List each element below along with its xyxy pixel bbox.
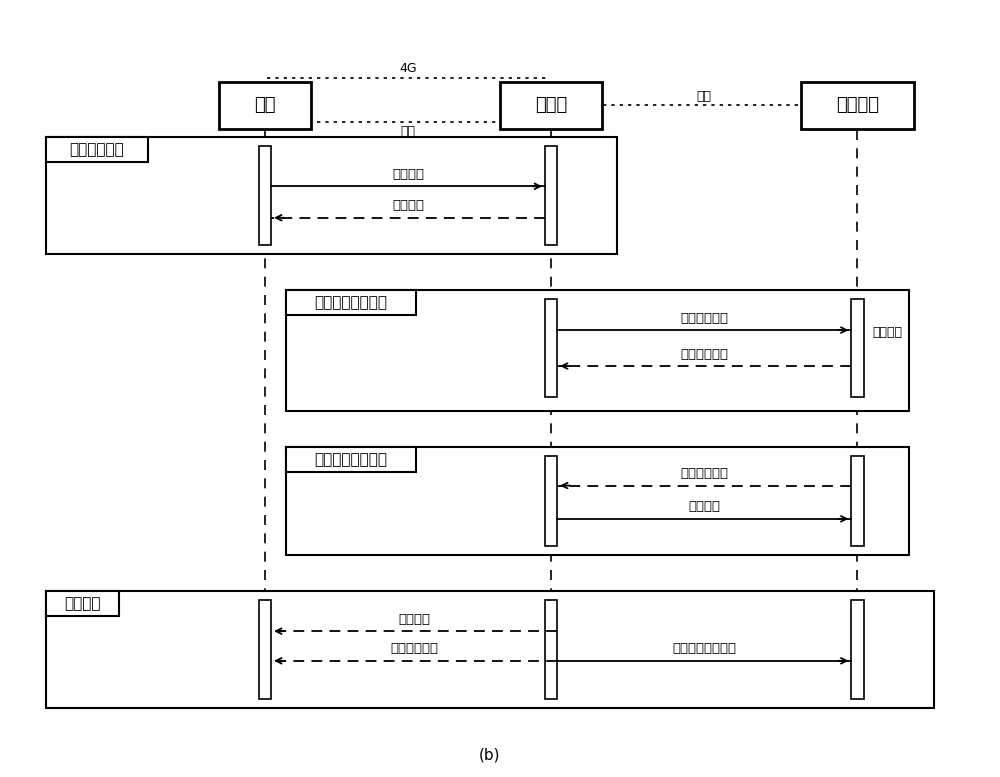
Text: 调度中心策略计算: 调度中心策略计算 bbox=[314, 294, 387, 310]
Text: 下发充电计划: 下发充电计划 bbox=[680, 467, 728, 480]
Bar bbox=[46, 137, 148, 162]
Text: 用户: 用户 bbox=[254, 96, 276, 114]
Bar bbox=[545, 456, 557, 545]
Bar bbox=[545, 298, 557, 398]
Text: 计划执行: 计划执行 bbox=[398, 613, 430, 625]
Text: 充电计划执行完成: 充电计划执行完成 bbox=[672, 643, 736, 656]
Text: 策略计算: 策略计算 bbox=[873, 326, 903, 339]
Text: 确认响应: 确认响应 bbox=[392, 200, 424, 212]
Bar bbox=[46, 591, 934, 708]
Text: 收到确认: 收到确认 bbox=[688, 500, 720, 514]
Bar bbox=[46, 591, 119, 616]
Bar bbox=[286, 290, 416, 315]
Text: 充电需求: 充电需求 bbox=[392, 168, 424, 181]
Text: 网络: 网络 bbox=[697, 89, 712, 103]
Text: 蓝牙: 蓝牙 bbox=[401, 125, 416, 138]
Bar bbox=[259, 146, 271, 245]
Text: 输入充电申请: 输入充电申请 bbox=[680, 312, 728, 325]
Bar bbox=[545, 600, 557, 699]
Text: (b): (b) bbox=[479, 748, 501, 763]
Bar bbox=[545, 146, 557, 245]
Bar bbox=[286, 290, 909, 411]
Bar bbox=[286, 447, 416, 472]
Text: 车辆有序充电: 车辆有序充电 bbox=[390, 643, 438, 656]
Bar bbox=[851, 456, 864, 545]
Text: 发起充电申请: 发起充电申请 bbox=[69, 142, 124, 157]
Text: 有序充电: 有序充电 bbox=[64, 596, 101, 611]
Bar bbox=[851, 298, 864, 398]
Bar bbox=[219, 82, 311, 129]
Bar bbox=[259, 600, 271, 699]
Text: 4G: 4G bbox=[399, 62, 417, 75]
Bar bbox=[46, 137, 617, 254]
Bar bbox=[801, 82, 914, 129]
Text: 充电桩: 充电桩 bbox=[535, 96, 567, 114]
Text: 充电计划下发执行: 充电计划下发执行 bbox=[314, 452, 387, 467]
Text: 输出充电计划: 输出充电计划 bbox=[680, 347, 728, 361]
Bar bbox=[851, 600, 864, 699]
Bar bbox=[500, 82, 602, 129]
Bar bbox=[286, 447, 909, 555]
Text: 调度中心: 调度中心 bbox=[836, 96, 879, 114]
